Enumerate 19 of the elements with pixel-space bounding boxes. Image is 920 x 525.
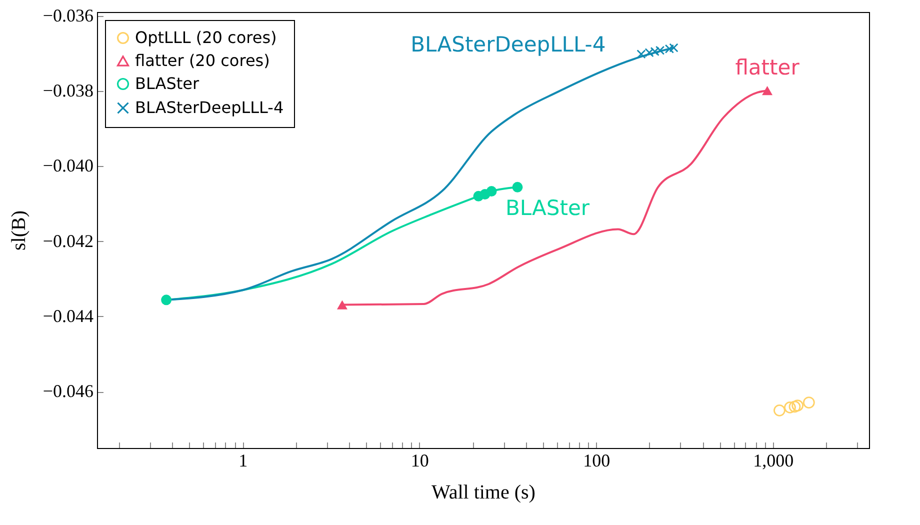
- annotation: BLASterDeepLLL-4: [410, 32, 606, 57]
- y-tick-label: −0.046: [42, 381, 94, 402]
- annotation: flatter: [735, 56, 800, 80]
- legend-label: BLASter: [135, 74, 200, 93]
- x-tick-label: 10: [410, 450, 429, 470]
- y-tick-label: −0.036: [42, 5, 94, 26]
- y-tick-label: −0.038: [42, 80, 94, 100]
- legend-label: flatter (20 cores): [135, 51, 270, 70]
- annotation: BLASter: [505, 196, 590, 220]
- legend-label: OptLLL (20 cores): [135, 28, 277, 47]
- y-tick-label: −0.044: [42, 306, 94, 326]
- legend-label: BLASterDeepLLL-4: [135, 98, 284, 117]
- y-axis-title: sl(B): [8, 210, 30, 250]
- x-tick-label: 1,000: [753, 450, 794, 470]
- y-tick-label: −0.042: [42, 230, 94, 251]
- y-tick-label: −0.040: [42, 156, 94, 176]
- x-tick-label: 100: [583, 450, 610, 470]
- x-tick-label: 1: [238, 450, 248, 470]
- x-axis-title: Wall time (s): [432, 482, 536, 504]
